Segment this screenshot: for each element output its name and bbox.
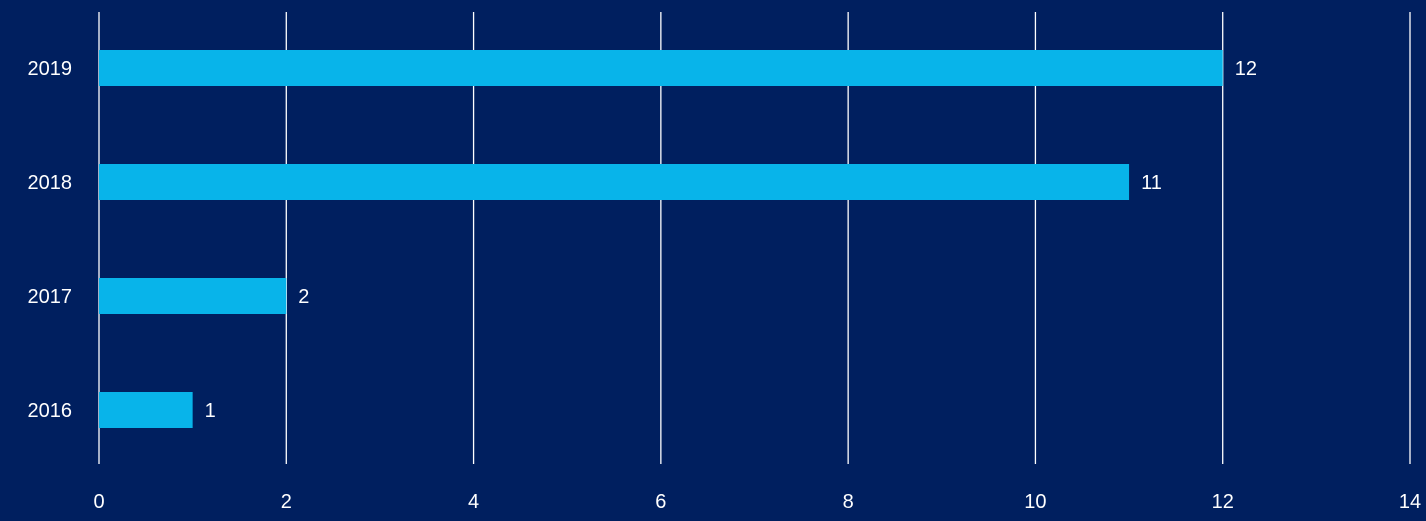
x-tick-label-14: 14 [1399,491,1421,513]
gridlines [98,12,1411,464]
x-tick-label-4: 4 [468,491,479,513]
category-label-2018: 2018 [28,172,73,194]
x-tick-label-8: 8 [843,491,854,513]
x-tick-labels: 0 2 4 6 8 10 12 14 [93,491,1421,513]
bars [99,50,1223,428]
x-tick-label-0: 0 [93,491,104,513]
bar-2018 [99,164,1130,200]
category-label-2019: 2019 [28,58,73,80]
category-label-2017: 2017 [28,286,73,308]
x-tick-label-2: 2 [281,491,292,513]
bar-2016 [99,392,193,428]
category-labels: 2019 2018 2017 2016 [28,58,73,422]
data-labels: 12 11 2 1 [205,58,1257,422]
data-label-2019: 12 [1235,58,1257,80]
data-label-2018: 11 [1141,172,1162,194]
data-label-2017: 2 [298,286,309,308]
bar-2019 [99,50,1223,86]
data-label-2016: 1 [205,400,216,422]
bar-2017 [99,278,287,314]
category-label-2016: 2016 [28,400,73,422]
x-tick-label-10: 10 [1024,491,1046,513]
x-tick-label-12: 12 [1212,491,1234,513]
x-tick-label-6: 6 [655,491,666,513]
